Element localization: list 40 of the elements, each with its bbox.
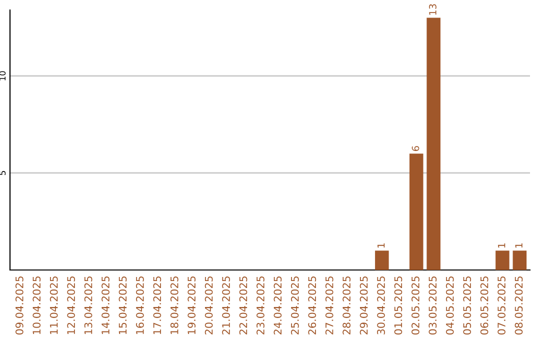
x-tick-label: 05.05.2025 [463, 276, 472, 335]
x-tick-label: 19.04.2025 [188, 276, 196, 334]
x-tick-label: 17.04.2025 [153, 276, 162, 334]
x-tick-label: 16.04.2025 [136, 276, 144, 334]
x-tick-label: 15.04.2025 [118, 276, 127, 334]
x-tick-label: 01.05.2025 [394, 276, 402, 335]
x-tick-label: 29.04.2025 [360, 276, 368, 334]
x-tick-label: 09.04.2025 [15, 276, 24, 335]
data-label: 1 [498, 243, 506, 248]
x-tick-label: 20.04.2025 [204, 276, 213, 334]
x-tick-label: 14.04.2025 [102, 276, 110, 334]
x-tick-label: 28.04.2025 [342, 276, 351, 334]
x-tick-label: 11.04.2025 [50, 276, 58, 334]
bar [496, 250, 510, 270]
x-tick-label: 26.04.2025 [308, 276, 316, 334]
data-label: 13 [429, 4, 436, 15]
bar [512, 250, 527, 270]
x-tick-label: 23.04.2025 [256, 276, 264, 334]
data-label: 1 [378, 243, 385, 248]
x-tick-label: 04.05.2025 [446, 276, 454, 335]
bar [409, 154, 424, 270]
x-tick-label: 06.05.2025 [480, 276, 488, 335]
data-label: 1 [515, 243, 522, 248]
x-tick-label: 13.04.2025 [84, 276, 92, 334]
x-tick-label: 03.05.2025 [428, 276, 437, 335]
x-tick-label: 24.04.2025 [274, 276, 282, 334]
x-tick-label: 02.05.2025 [412, 276, 420, 335]
data-label: 6 [412, 146, 420, 151]
x-tick-label: 25.04.2025 [290, 276, 299, 334]
x-tick-label: 12.04.2025 [67, 276, 76, 334]
x-tick-label: 10.04.2025 [32, 276, 41, 334]
bar [375, 250, 389, 270]
x-tick-label: 18.04.2025 [170, 276, 178, 334]
x-tick-label: 22.04.2025 [239, 276, 248, 334]
x-tick-label: 07.05.2025 [498, 276, 506, 335]
x-tick-label: 08.05.2025 [514, 276, 523, 335]
bar [426, 18, 440, 270]
x-tick-label: 30.04.2025 [377, 276, 385, 334]
x-tick-label: 27.04.2025 [325, 276, 334, 334]
x-tick-label: 21.04.2025 [222, 276, 230, 334]
